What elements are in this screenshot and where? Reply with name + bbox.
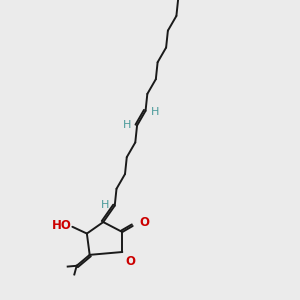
Text: HO: HO xyxy=(52,219,71,232)
Text: O: O xyxy=(139,216,149,229)
Text: H: H xyxy=(123,119,131,130)
Text: O: O xyxy=(125,255,135,268)
Text: H: H xyxy=(152,107,160,117)
Text: H: H xyxy=(100,200,109,210)
